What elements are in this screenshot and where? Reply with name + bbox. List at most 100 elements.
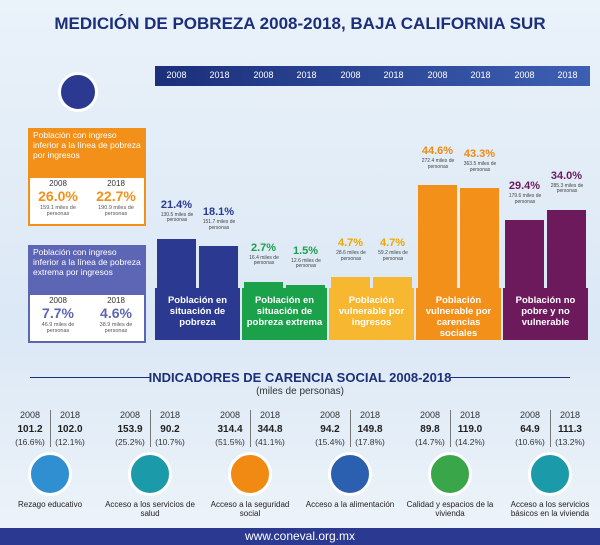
- indicator-share: (10.6%): [515, 437, 545, 447]
- indicator-share: (25.2%): [115, 437, 145, 447]
- title: MEDICIÓN DE POBREZA 2008-2018, BAJA CALI…: [54, 14, 546, 33]
- indicator-value: 102.0: [57, 424, 83, 435]
- indicator-icon: [128, 452, 172, 496]
- year-label: 2018: [296, 70, 317, 80]
- indicator-label: Rezago educativo: [17, 500, 83, 509]
- indicator-share: (15.4%): [315, 437, 345, 447]
- year-label: 2008: [340, 70, 361, 80]
- indicator-share: (14.2%): [455, 437, 485, 447]
- year-label: 2018: [359, 410, 381, 420]
- indicator-label: Acceso a los servicios de salud: [105, 500, 195, 519]
- income-value: 22.7%: [96, 188, 136, 204]
- group-label: Población no pobre y no vulnerable: [503, 288, 588, 340]
- year-label: 2008: [319, 410, 341, 420]
- year-label: 2008: [49, 296, 67, 305]
- bar: [199, 246, 238, 288]
- persons: 159.1 miles de personas: [40, 205, 76, 218]
- year-label: 2018: [159, 410, 181, 420]
- year-label: 2018: [107, 296, 125, 305]
- percent-label: 21.4%: [160, 198, 193, 211]
- indicator-label: Calidad y espacios de la vivienda: [406, 500, 494, 519]
- persons: 285.3 miles de personas: [550, 182, 584, 195]
- persons: 179.6 miles de personas: [508, 193, 542, 205]
- income-values: [28, 176, 146, 226]
- bar: [157, 238, 196, 288]
- divider: [450, 410, 451, 447]
- indicator-label: Acceso a los servicios básicos en la viv…: [510, 500, 590, 519]
- year-label: 2008: [253, 70, 274, 80]
- year-label: 2018: [383, 70, 404, 80]
- rule: [450, 377, 570, 378]
- income-label: Población con ingreso inferior a la líne…: [28, 128, 146, 176]
- year-label: 2008: [219, 410, 241, 420]
- group-label: Población vulnerable por ingresos: [329, 288, 414, 340]
- indicator-value: 64.9: [520, 424, 540, 435]
- group-label: Población en situación de pobreza: [155, 288, 240, 340]
- percent-label: 34.0%: [550, 169, 583, 182]
- persons: 272.4 miles de personas: [421, 158, 455, 170]
- indicator-icon: [328, 452, 372, 496]
- year-label: 2008: [19, 410, 41, 420]
- percent-label: 4.7%: [337, 237, 364, 250]
- indicator-value: 94.2: [320, 424, 340, 435]
- year-label: 2018: [209, 70, 230, 80]
- year-label: 2008: [166, 70, 187, 80]
- indicator-value: 153.9: [117, 424, 143, 435]
- bar: [331, 277, 370, 288]
- year-label: 2018: [59, 410, 81, 420]
- year-label: 2008: [119, 410, 141, 420]
- persons: 16.4 miles de personas: [249, 254, 279, 267]
- indicator-label: Acceso a la alimentación: [305, 500, 395, 509]
- group-label: Población vulnerable por carencias socia…: [416, 288, 501, 340]
- year-label: 2018: [559, 410, 581, 420]
- divider: [50, 410, 51, 447]
- bar: [244, 281, 283, 288]
- indicators-title: INDICADORES DE CARENCIA SOCIAL 2008-2018: [148, 370, 452, 385]
- divider: [150, 410, 151, 447]
- money-icon: [58, 72, 98, 112]
- year-label: 2018: [470, 70, 491, 80]
- indicators-subtitle: (miles de personas): [256, 386, 344, 397]
- persons: 28.6 miles de personas: [336, 250, 366, 262]
- income-label: Población con ingreso inferior a la líne…: [28, 245, 146, 293]
- indicator-share: (51.5%): [215, 437, 245, 447]
- bar: [547, 209, 586, 288]
- year-label: 2008: [49, 179, 67, 188]
- income-value: 7.7%: [42, 305, 74, 321]
- indicator-share: (17.8%): [355, 437, 385, 447]
- group-label: Población en situación de pobreza extrem…: [242, 288, 327, 340]
- percent-label: 43.3%: [463, 148, 496, 161]
- income-value: 4.6%: [100, 305, 132, 321]
- indicator-value: 111.3: [558, 424, 582, 435]
- indicator-icon: [528, 452, 572, 496]
- percent-label: 4.7%: [379, 237, 406, 250]
- indicator-icon: [228, 452, 272, 496]
- percent-label: 2.7%: [250, 241, 277, 254]
- indicator-value: 119.0: [457, 424, 483, 435]
- year-label: 2008: [427, 70, 448, 80]
- rule: [30, 377, 150, 378]
- divider: [550, 410, 551, 447]
- persons: 12.6 miles de personas: [291, 257, 321, 270]
- year-label: 2008: [519, 410, 541, 420]
- year-label: 2018: [107, 179, 125, 188]
- income-values: [28, 293, 146, 343]
- year-label: 2018: [557, 70, 578, 80]
- footer: www.coneval.org.mx: [0, 528, 600, 545]
- divider: [250, 410, 251, 447]
- percent-label: 1.5%: [292, 244, 319, 257]
- indicator-share: (14.7%): [415, 437, 445, 447]
- year-label: 2008: [419, 410, 441, 420]
- percent-label: 44.6%: [421, 145, 454, 158]
- year-strip: [155, 66, 590, 86]
- bar: [505, 220, 544, 288]
- divider: [350, 410, 351, 447]
- persons: 46.9 miles de personas: [41, 322, 75, 335]
- persons: 38.9 miles de personas: [99, 322, 133, 335]
- persons: 151.7 miles de personas: [202, 219, 236, 231]
- year-label: 2018: [459, 410, 481, 420]
- percent-label: 29.4%: [508, 180, 541, 193]
- indicator-share: (41.1%): [255, 437, 285, 447]
- persons: 130.5 miles de personas: [160, 211, 194, 224]
